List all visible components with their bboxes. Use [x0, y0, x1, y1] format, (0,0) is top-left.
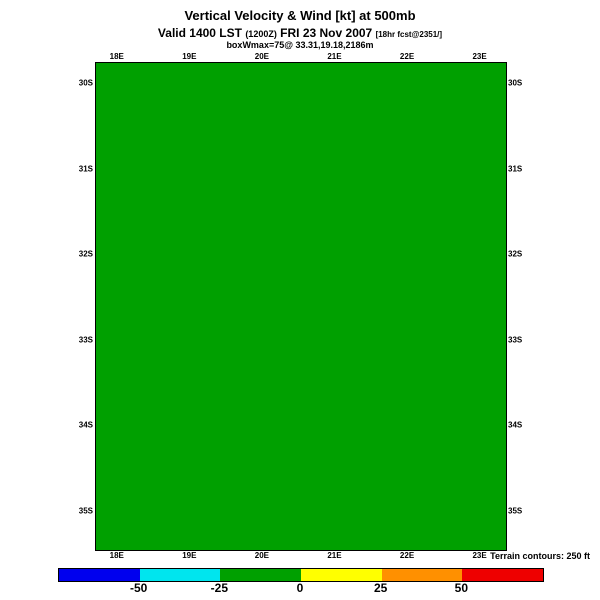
map-plot-area[interactable] — [95, 62, 507, 551]
y-axis-tick-label: 30S — [508, 78, 523, 88]
x-axis-tick-label: 22E — [399, 52, 415, 61]
y-axis-tick-label: 33S — [78, 335, 93, 345]
y-axis-tick-label: 35S — [78, 506, 93, 516]
x-axis-tick-label: 23E — [472, 52, 487, 61]
y-axis-tick-label: 32S — [78, 249, 93, 259]
x-axis-tick-label: 21E — [327, 52, 342, 61]
colorbar-tick-label: 50 — [454, 581, 469, 595]
y-axis-tick-label: 31S — [78, 164, 93, 174]
colorbar-segment — [301, 569, 382, 581]
colorbar-segment — [462, 569, 544, 581]
y-axis-tick-label: 34S — [78, 420, 93, 430]
x-axis-tick-label: 18E — [109, 52, 124, 61]
page-title: Vertical Velocity & Wind [kt] at 500mb — [184, 8, 416, 23]
y-axis-tick-label: 32S — [508, 249, 523, 259]
colorbar-segment — [139, 569, 221, 581]
subtitle-forecast-hour: [18hr fcst@2351/] — [375, 30, 443, 39]
terrain-contour-note: Terrain contours: 250 ft — [490, 551, 590, 561]
colorbar-ticks: -50 -25 0 25 50 — [58, 581, 542, 597]
y-axis-tick-label: 33S — [508, 335, 523, 345]
colorbar-tick-label: 25 — [373, 581, 388, 595]
subtitle-line: Valid 1400 LST (1200Z) FRI 23 Nov 2007 [… — [0, 26, 600, 40]
colorbar-segment — [220, 569, 302, 581]
subtitle-valid-time: Valid 1400 LST — [157, 26, 242, 40]
x-axis-tick-label: 19E — [182, 551, 197, 560]
subtitle-date: FRI 23 Nov 2007 — [280, 26, 373, 40]
y-axis-tick-label: 34S — [508, 420, 523, 430]
colorbar — [58, 568, 544, 582]
colorbar-tick-label: 0 — [296, 581, 304, 595]
x-axis-tick-label: 20E — [254, 551, 270, 560]
colorbar-segment — [381, 569, 463, 581]
x-axis-tick-label: 19E — [182, 52, 197, 61]
map-canvas — [96, 63, 506, 550]
y-axis-tick-label: 30S — [78, 78, 93, 88]
x-axis-tick-label: 20E — [254, 52, 270, 61]
x-axis-tick-label: 22E — [399, 551, 415, 560]
y-axis-tick-label: 35S — [508, 506, 523, 516]
colorbar-tick-label: -50 — [129, 581, 148, 595]
x-axis-tick-label: 18E — [109, 551, 124, 560]
colorbar-tick-label: -25 — [210, 581, 228, 595]
subtitle-max-info: boxWmax=75@ 33.31,19.18,2186m — [226, 40, 374, 50]
y-axis-tick-label: 31S — [508, 164, 523, 174]
subtitle-utc-time: (1200Z) — [245, 29, 277, 39]
x-axis-tick-label: 23E — [472, 551, 487, 560]
x-axis-tick-label: 21E — [327, 551, 342, 560]
colorbar-segment — [59, 569, 140, 581]
